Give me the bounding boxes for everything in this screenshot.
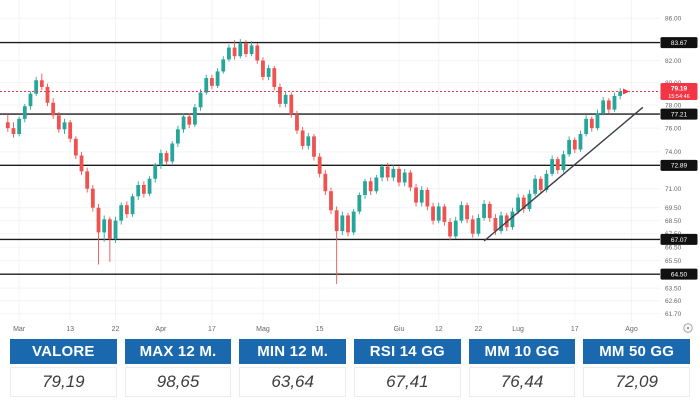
level-lines — [0, 41, 660, 275]
level-badges: 83.67 77.21 72.89 67.07 64.50 — [660, 37, 698, 280]
stat-header-mm-10gg: MM 10 GG — [468, 339, 576, 364]
svg-text:22: 22 — [112, 326, 120, 333]
stat-value-min-12m: 63,64 — [239, 367, 347, 397]
stat-max-12m: MAX 12 M. 98,65 — [124, 339, 232, 397]
svg-text:13: 13 — [66, 326, 74, 333]
current-price-arrow-icon — [623, 88, 630, 95]
svg-text:72.89: 72.89 — [671, 163, 688, 170]
svg-text:Mag: Mag — [256, 326, 270, 333]
stat-header-min-12m: MIN 12 M. — [239, 339, 347, 364]
stat-value-mm-50gg: 72,09 — [583, 367, 691, 397]
svg-text:Giu: Giu — [394, 326, 405, 333]
stat-value-max-12m: 98,65 — [124, 367, 232, 397]
svg-text:67.07: 67.07 — [671, 237, 688, 244]
svg-text:69.50: 69.50 — [665, 205, 682, 212]
svg-text:63.50: 63.50 — [665, 285, 682, 292]
candlestick-chart[interactable]: 86.0082.0080.0078.0076.0074.0071.0069.50… — [0, 0, 700, 338]
svg-text:79.19: 79.19 — [671, 86, 688, 93]
svg-text:65.50: 65.50 — [665, 258, 682, 265]
stat-mm-50gg: MM 50 GG 72,09 — [583, 339, 691, 397]
svg-text:17: 17 — [208, 326, 216, 333]
stat-header-mm-50gg: MM 50 GG — [583, 339, 691, 364]
trend-line — [483, 106, 644, 242]
svg-text:71.00: 71.00 — [665, 186, 682, 193]
stat-min-12m: MIN 12 M. 63,64 — [239, 339, 347, 397]
svg-text:22: 22 — [475, 326, 483, 333]
svg-text:77.21: 77.21 — [671, 111, 688, 118]
stat-valore: VALORE 79,19 — [10, 339, 117, 397]
stat-mm-10gg: MM 10 GG 76,44 — [468, 339, 576, 397]
svg-text:62.60: 62.60 — [665, 298, 682, 305]
stat-header-rsi-14gg: RSI 14 GG — [354, 339, 461, 364]
grid-lines — [0, 0, 660, 322]
svg-text:66.50: 66.50 — [665, 244, 682, 251]
svg-text:68.50: 68.50 — [665, 218, 682, 225]
svg-text:64.50: 64.50 — [671, 272, 688, 279]
svg-text:82.00: 82.00 — [665, 58, 682, 65]
stat-value-valore: 79,19 — [10, 367, 117, 397]
svg-text:Ago: Ago — [625, 326, 638, 333]
svg-text:15:54:46: 15:54:46 — [668, 94, 689, 100]
stat-header-valore: VALORE — [10, 339, 117, 364]
svg-text:Mar: Mar — [13, 326, 26, 333]
svg-text:76.00: 76.00 — [665, 125, 682, 132]
stat-value-mm-10gg: 76,44 — [468, 367, 576, 397]
stats-table: VALORE 79,19 MAX 12 M. 98,65 MIN 12 M. 6… — [0, 339, 700, 397]
svg-text:61.70: 61.70 — [665, 311, 682, 318]
svg-text:17: 17 — [571, 326, 579, 333]
svg-text:83.67: 83.67 — [671, 40, 688, 47]
x-axis-labels: Mar 13 22 Apr 17 Mag 15 Giu 12 22 Lug 17 Ago — [13, 326, 638, 333]
svg-text:78.00: 78.00 — [665, 102, 682, 109]
stat-header-max-12m: MAX 12 M. — [124, 339, 232, 364]
price-chart[interactable]: 86.0082.0080.0078.0076.0074.0071.0069.50… — [0, 0, 700, 338]
svg-text:15: 15 — [316, 326, 324, 333]
svg-text:86.00: 86.00 — [665, 15, 682, 22]
svg-text:Apr: Apr — [155, 326, 167, 333]
axis-settings-icon[interactable] — [683, 323, 693, 333]
stat-rsi-14gg: RSI 14 GG 67,41 — [354, 339, 461, 397]
svg-text:Lug: Lug — [512, 326, 524, 333]
svg-text:74.00: 74.00 — [665, 149, 682, 156]
stat-value-rsi-14gg: 67,41 — [354, 367, 461, 397]
svg-text:12: 12 — [435, 326, 443, 333]
